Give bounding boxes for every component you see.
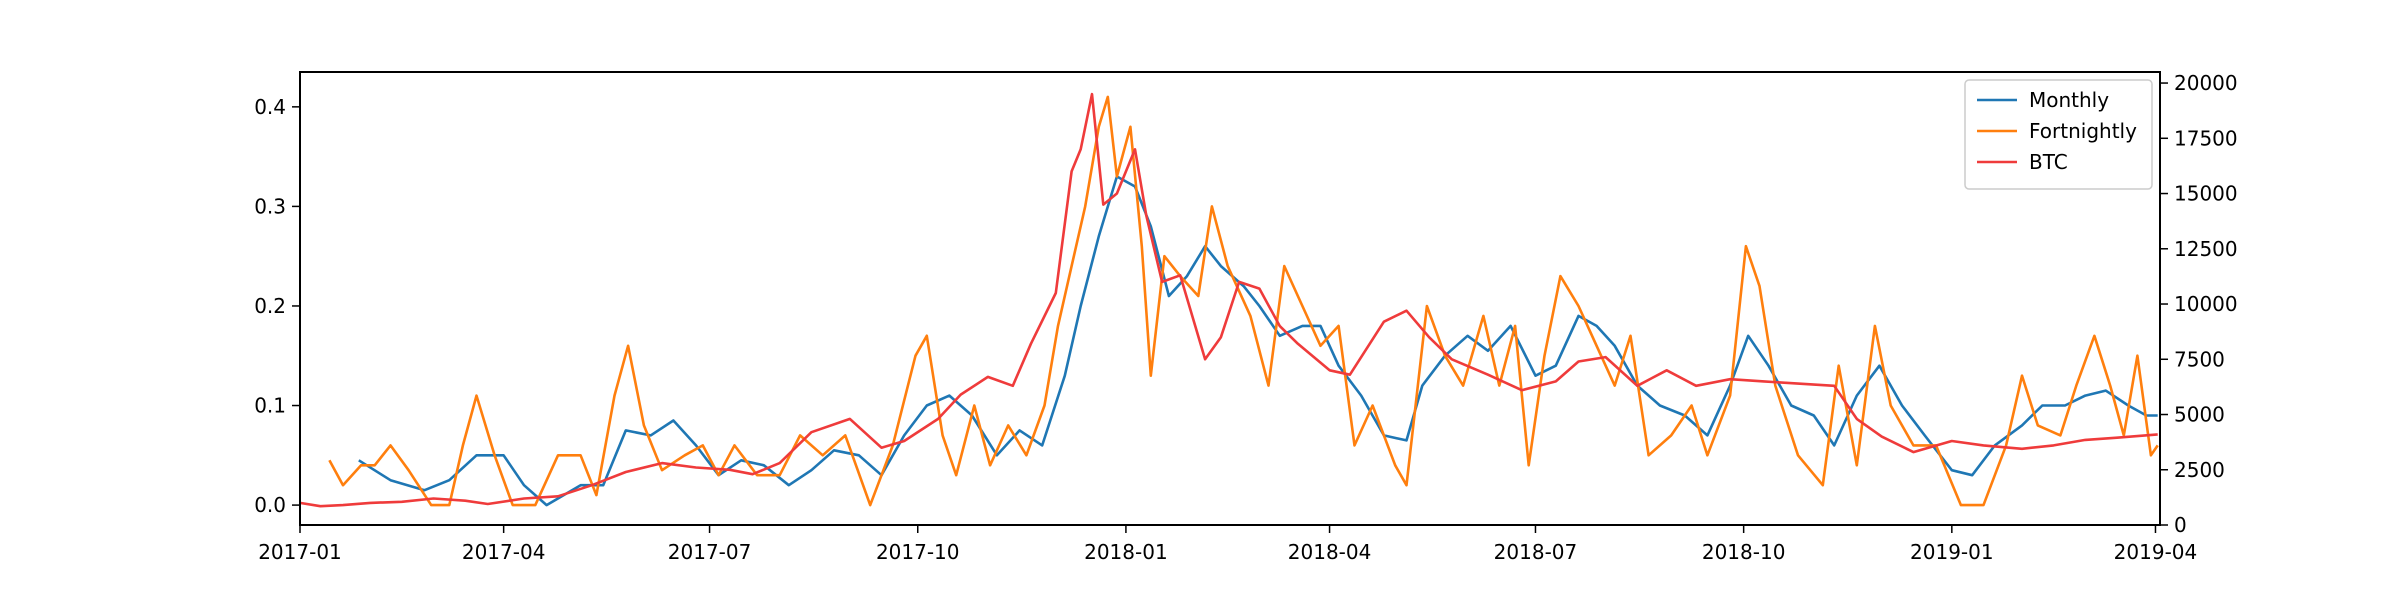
legend-label: Monthly: [2029, 88, 2109, 112]
x-tick-label: 2018-07: [1494, 540, 1578, 564]
y-right-tick-label: 10000: [2174, 292, 2238, 316]
legend-label: BTC: [2029, 150, 2068, 174]
x-tick-label: 2018-10: [1702, 540, 1786, 564]
x-tick-label: 2017-04: [462, 540, 546, 564]
y-right-tick-label: 5000: [2174, 403, 2225, 427]
y-right-tick-label: 7500: [2174, 347, 2225, 371]
x-tick-label: 2018-01: [1084, 540, 1168, 564]
y-left-tick-label: 0.1: [254, 394, 286, 418]
y-right-tick-label: 12500: [2174, 237, 2238, 261]
x-tick-label: 2019-01: [1910, 540, 1994, 564]
plot-frame: [299, 71, 2161, 526]
y-left-tick-label: 0.4: [254, 95, 286, 119]
x-tick-label: 2017-01: [258, 540, 342, 564]
y-right-tick-label: 17500: [2174, 126, 2238, 150]
y-left-tick-label: 0.3: [254, 194, 286, 218]
x-tick-label: 2017-07: [668, 540, 752, 564]
series-line-btc: [299, 92, 2158, 508]
legend: Monthly Fortnightly BTC: [1964, 79, 2153, 190]
y-right-tick-label: 20000: [2174, 71, 2238, 95]
y-axis-right: 0 2500 5000 7500 10000 12500 15000 17500 20000: [2160, 71, 2238, 537]
series-layer: [299, 92, 2159, 508]
x-tick-label: 2019-04: [2114, 540, 2198, 564]
legend-label: Fortnightly: [2029, 119, 2137, 143]
y-left-tick-label: 0.2: [254, 294, 286, 318]
y-right-tick-label: 15000: [2174, 182, 2238, 206]
x-axis: 2017-01 2017-04 2017-07 2017-10 2018-01 2018-…: [258, 525, 2197, 564]
y-right-tick-label: 0: [2174, 513, 2187, 537]
y-axis-left: 0.0 0.1 0.2 0.3 0.4: [254, 95, 300, 517]
y-left-tick-label: 0.0: [254, 493, 286, 517]
series-line-fortnightly: [328, 95, 2159, 507]
x-tick-label: 2017-10: [876, 540, 960, 564]
series-line-monthly: [358, 175, 2158, 507]
y-right-tick-label: 2500: [2174, 458, 2225, 482]
x-tick-label: 2018-04: [1288, 540, 1372, 564]
